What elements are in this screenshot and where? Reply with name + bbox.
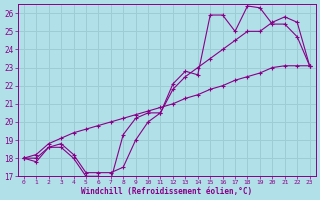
- X-axis label: Windchill (Refroidissement éolien,°C): Windchill (Refroidissement éolien,°C): [81, 187, 252, 196]
